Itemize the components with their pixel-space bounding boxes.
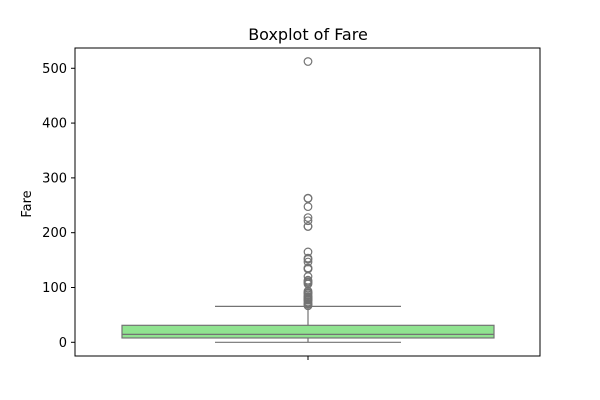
outlier-point-36 xyxy=(303,213,313,223)
outlier-point-29 xyxy=(303,257,313,267)
y-tick-label-200: 200 xyxy=(42,226,67,241)
y-axis-label: Fare xyxy=(20,190,35,217)
outlier-point-31 xyxy=(303,253,313,263)
outlier-point-34 xyxy=(303,221,313,231)
chart-title: Boxplot of Fare xyxy=(248,25,368,44)
outlier-point-24 xyxy=(303,275,313,285)
plot-area: 0 100 200 300 400 500 xyxy=(42,57,495,360)
iqr-box xyxy=(121,324,495,339)
axes-frame xyxy=(74,47,541,357)
y-tick-label-300: 300 xyxy=(42,171,67,186)
y-tick-label-100: 100 xyxy=(42,281,67,296)
outlier-point-40 xyxy=(303,57,313,66)
y-tick-label-0: 0 xyxy=(59,336,67,351)
outlier-point-39 xyxy=(303,193,313,203)
outlier-point-32 xyxy=(303,247,313,257)
y-tick-label-500: 500 xyxy=(42,62,67,77)
outlier-point-28 xyxy=(303,263,313,273)
y-tick-label-400: 400 xyxy=(42,117,67,132)
outlier-point-35 xyxy=(303,216,313,226)
